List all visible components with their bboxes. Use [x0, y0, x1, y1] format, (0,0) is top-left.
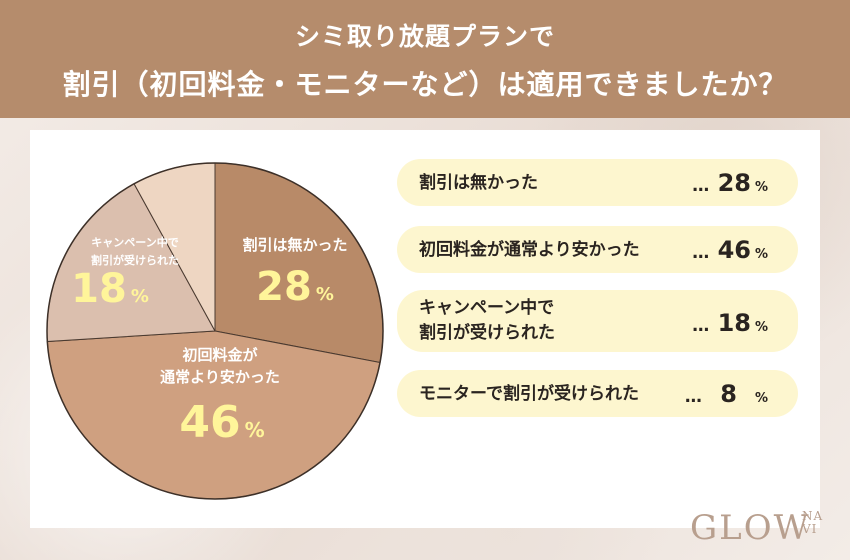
pie-outline	[46, 162, 384, 500]
legend-percent: %	[754, 180, 768, 195]
glow-navi-logo: GLOW NA VI	[690, 508, 830, 548]
legend-label-line-2: 割引が受けられた	[419, 323, 555, 343]
legend-label-line-1: キャンペーン中で	[419, 298, 555, 318]
pie-value-1: 46%	[179, 397, 264, 448]
legend-number: 28	[717, 169, 751, 197]
legend-item-monitor: モニターで割引が受けられた … 8%	[397, 370, 798, 417]
legend-value: … 18%	[692, 309, 768, 342]
logo-sub-bottom: VI	[802, 522, 818, 536]
legend-value: … 46%	[692, 236, 768, 269]
title-line-1: シミ取り放題プランで	[294, 22, 555, 51]
legend-percent: %	[754, 320, 768, 335]
legend-dots: …	[684, 387, 702, 407]
pie-value-2: 18%	[71, 266, 149, 312]
legend-item-first-time: 初回料金が通常より安かった … 46%	[397, 226, 798, 273]
legend-dots: …	[692, 176, 710, 196]
pie-label-1-line-0: 初回料金が	[182, 346, 258, 364]
title-line-2: 割引（初回料金・モニターなど）は適用できましたか？	[62, 68, 788, 101]
legend-label: 割引は無かった	[419, 173, 538, 193]
legend-label: モニターで割引が受けられた	[419, 384, 639, 404]
pie-label-2-line-0: キャンペーン中で	[91, 235, 178, 249]
header-banner: シミ取り放題プランで 割引（初回料金・モニターなど）は適用できましたか？	[0, 0, 850, 118]
legend-dots: …	[692, 316, 710, 336]
pie-label-0-line-0: 割引は無かった	[242, 236, 347, 254]
logo-sub-top: NA	[802, 509, 824, 523]
pie-value-0: 28%	[256, 264, 334, 310]
legend-number: 46	[717, 236, 751, 264]
legend-number: 18	[717, 309, 751, 337]
legend-number: 8	[720, 380, 737, 408]
legend-value: … 28%	[692, 169, 768, 202]
logo-main: GLOW	[690, 508, 811, 548]
legend-item-no-discount: 割引は無かった … 28%	[397, 159, 798, 206]
pie-label-1-line-1: 通常より安かった	[160, 368, 280, 386]
legend-value: … 8%	[685, 380, 768, 413]
legend-percent: %	[754, 391, 768, 406]
legend-dots: …	[692, 243, 710, 263]
legend-item-campaign: キャンペーン中で 割引が受けられた … 18%	[397, 290, 798, 352]
logo-sub: NA VI	[802, 510, 823, 536]
legend-label: 初回料金が通常より安かった	[419, 240, 640, 260]
legend-percent: %	[754, 247, 768, 262]
pie-slice-0	[214, 162, 384, 364]
pie-label-2-line-1: 割引が受けられた	[91, 253, 179, 267]
